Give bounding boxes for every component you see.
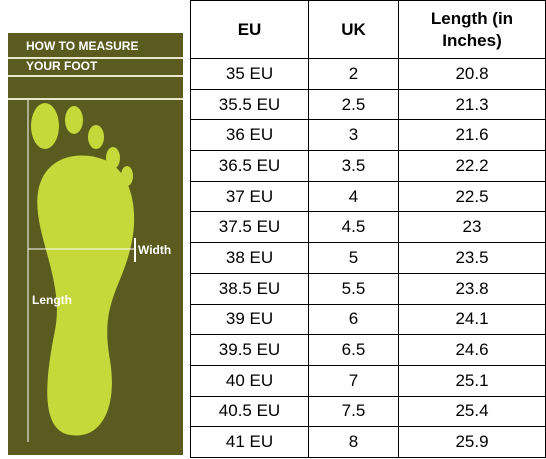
- table-cell: 25.4: [398, 395, 546, 428]
- table-cell: 38.5 EU: [190, 272, 309, 305]
- header-row: EU UK Length (in Inches): [190, 0, 546, 59]
- foot-illustration: HOW TO MEASURE YOUR FOOT Width Length: [8, 33, 183, 455]
- table-cell: 25.9: [398, 426, 546, 458]
- table-cell: 36.5 EU: [190, 150, 309, 182]
- table-cell: 39.5 EU: [190, 334, 309, 366]
- table-cell: 3.5: [308, 150, 399, 182]
- table-row: 39 EU 6 24.1: [190, 303, 546, 336]
- width-label: Width: [138, 243, 171, 257]
- table-cell: 38 EU: [190, 242, 309, 274]
- table-cell: 24.1: [398, 303, 546, 336]
- column-header: Length (in Inches): [398, 0, 546, 59]
- table-cell: 22.5: [398, 180, 546, 213]
- table-cell: 23: [398, 211, 546, 244]
- table-cell: 35.5 EU: [190, 88, 309, 121]
- table-row: 39.5 EU 6.5 24.6: [190, 334, 546, 366]
- title-line: HOW TO MEASURE: [26, 39, 138, 53]
- table-cell: 7.5: [308, 395, 399, 428]
- table-cell: 5: [308, 242, 399, 274]
- table-cell: 40.5 EU: [190, 395, 309, 428]
- table-body: 35 EU 2 20.8 35.5 EU 2.5 21.3 36 EU 3 21.6 36.5 E…: [190, 58, 546, 458]
- table-cell: 40 EU: [190, 364, 309, 397]
- table-cell: 3: [308, 119, 399, 152]
- table-cell: 6: [308, 303, 399, 336]
- table-cell: 2.5: [308, 88, 399, 121]
- table-cell: 39 EU: [190, 303, 309, 336]
- table-cell: 21.3: [398, 88, 546, 121]
- table-row: 38.5 EU 5.5 23.8: [190, 272, 546, 305]
- table-cell: 8: [308, 426, 399, 458]
- table-cell: 24.6: [398, 334, 546, 366]
- table-row: 37 EU 4 22.5: [190, 180, 546, 213]
- table-cell: 4.5: [308, 211, 399, 244]
- table-cell: 22.2: [398, 150, 546, 182]
- table-cell: 4: [308, 180, 399, 213]
- column-header: UK: [308, 0, 399, 59]
- size-table: EU UK Length (in Inches) 35 EU 2 20.8 35.5 EU…: [190, 0, 546, 458]
- table-row: 35 EU 2 20.8: [190, 58, 546, 90]
- table-row: 41 EU 8 25.9: [190, 426, 546, 458]
- table-cell: 23.8: [398, 272, 546, 305]
- table-cell: 7: [308, 364, 399, 397]
- foot-shape: [31, 103, 135, 436]
- column-header: EU: [190, 0, 309, 59]
- table-cell: 41 EU: [190, 426, 309, 458]
- length-label: Length: [32, 293, 72, 307]
- table-cell: 20.8: [398, 58, 546, 90]
- table-row: 40 EU 7 25.1: [190, 364, 546, 397]
- table-cell: 5.5: [308, 272, 399, 305]
- title-line: YOUR FOOT: [26, 59, 98, 73]
- table-cell: 21.6: [398, 119, 546, 152]
- table-row: 35.5 EU 2.5 21.3: [190, 88, 546, 121]
- table-row: 37.5 EU 4.5 23: [190, 211, 546, 244]
- table-row: 36 EU 3 21.6: [190, 119, 546, 152]
- table-cell: 23.5: [398, 242, 546, 274]
- table-row: 36.5 EU 3.5 22.2: [190, 150, 546, 182]
- table-cell: 37 EU: [190, 180, 309, 213]
- table-cell: 36 EU: [190, 119, 309, 152]
- table-cell: 6.5: [308, 334, 399, 366]
- table-row: 40.5 EU 7.5 25.4: [190, 395, 546, 428]
- table-cell: 37.5 EU: [190, 211, 309, 244]
- table-cell: 25.1: [398, 364, 546, 397]
- table-cell: 2: [308, 58, 399, 90]
- table-row: 38 EU 5 23.5: [190, 242, 546, 274]
- table-cell: 35 EU: [190, 58, 309, 90]
